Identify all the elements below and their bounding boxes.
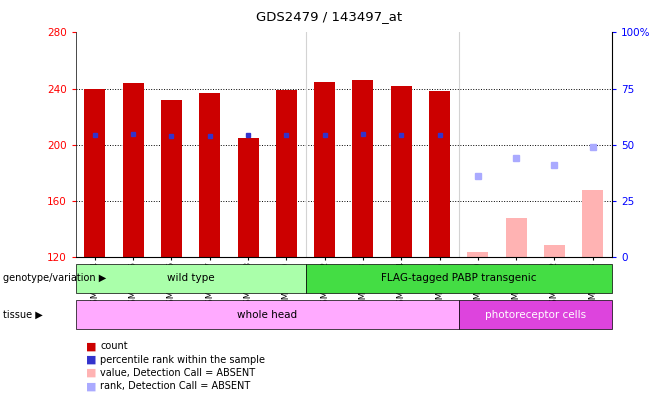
Bar [505, 218, 526, 257]
Bar [238, 138, 259, 257]
Bar [122, 83, 143, 257]
Bar [76, 264, 305, 293]
Bar [161, 100, 182, 257]
Bar [353, 80, 374, 257]
Text: genotype/variation ▶: genotype/variation ▶ [3, 273, 107, 283]
Bar [76, 301, 459, 330]
Text: rank, Detection Call = ABSENT: rank, Detection Call = ABSENT [100, 382, 250, 391]
Bar [459, 301, 612, 330]
Text: wild type: wild type [166, 273, 215, 283]
Text: tissue ▶: tissue ▶ [3, 310, 43, 320]
Bar [84, 89, 105, 257]
Text: FLAG-tagged PABP transgenic: FLAG-tagged PABP transgenic [381, 273, 536, 283]
Text: ■: ■ [86, 355, 96, 364]
Bar [199, 93, 220, 257]
Text: percentile rank within the sample: percentile rank within the sample [100, 355, 265, 364]
Text: count: count [100, 341, 128, 351]
Bar [276, 90, 297, 257]
Bar [429, 92, 450, 257]
Bar [314, 81, 335, 257]
Text: whole head: whole head [237, 310, 297, 320]
Text: value, Detection Call = ABSENT: value, Detection Call = ABSENT [100, 368, 255, 378]
Bar [391, 86, 412, 257]
Text: photoreceptor cells: photoreceptor cells [485, 310, 586, 320]
Text: GDS2479 / 143497_at: GDS2479 / 143497_at [256, 10, 402, 23]
Text: ■: ■ [86, 382, 96, 391]
Text: ■: ■ [86, 341, 96, 351]
Bar [305, 264, 612, 293]
Bar [582, 190, 603, 257]
Bar [544, 245, 565, 257]
Text: ■: ■ [86, 368, 96, 378]
Bar [467, 252, 488, 257]
